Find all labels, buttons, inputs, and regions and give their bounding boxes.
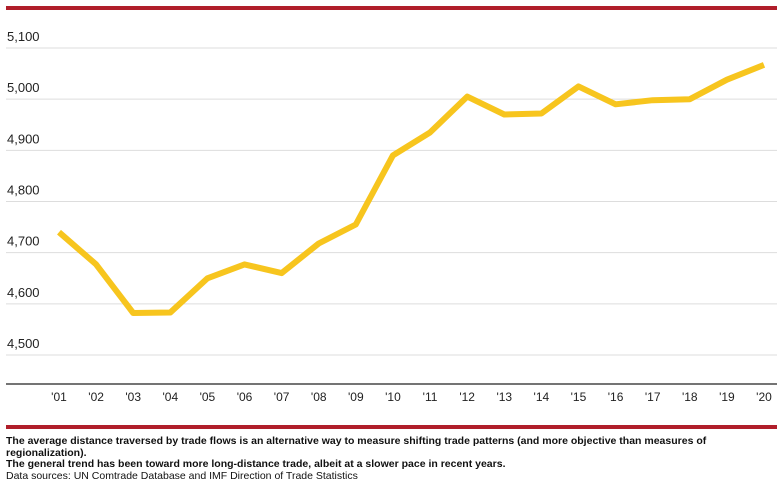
x-tick-label: '06 bbox=[237, 390, 253, 404]
x-tick-label: '20 bbox=[756, 390, 772, 404]
footer-note-line2: The general trend has been toward more l… bbox=[6, 459, 776, 471]
x-tick-label: '05 bbox=[200, 390, 216, 404]
y-tick-label: 4,900 bbox=[7, 131, 40, 146]
data-source: Data sources: UN Comtrade Database and I… bbox=[6, 471, 776, 482]
bottom-rule bbox=[6, 425, 777, 429]
x-tick-label: '17 bbox=[645, 390, 661, 404]
x-tick-label: '14 bbox=[534, 390, 550, 404]
y-tick-label: 4,700 bbox=[7, 234, 40, 249]
x-axis-ticks: '01 '02 '03 '04 '05 '06 '07 '08 '09 '10 '11 '12 '13 '… bbox=[51, 390, 772, 404]
x-tick-label: '02 bbox=[88, 390, 104, 404]
gridlines bbox=[6, 48, 777, 355]
y-axis-ticks: 4,500 4,600 4,700 4,800 4,900 5,000 5,100 bbox=[7, 29, 40, 351]
y-tick-label: 4,800 bbox=[7, 183, 40, 198]
y-tick-label: 5,000 bbox=[7, 80, 40, 95]
x-tick-label: '16 bbox=[608, 390, 624, 404]
x-tick-label: '01 bbox=[51, 390, 67, 404]
x-tick-label: '12 bbox=[459, 390, 475, 404]
y-tick-label: 5,100 bbox=[7, 29, 40, 44]
x-tick-label: '19 bbox=[719, 390, 735, 404]
chart-footer: The average distance traversed by trade … bbox=[6, 436, 776, 482]
x-tick-label: '04 bbox=[162, 390, 178, 404]
x-tick-label: '03 bbox=[125, 390, 141, 404]
x-tick-label: '07 bbox=[274, 390, 290, 404]
x-tick-label: '15 bbox=[571, 390, 587, 404]
x-tick-label: '10 bbox=[385, 390, 401, 404]
series-line bbox=[59, 65, 764, 313]
x-tick-label: '13 bbox=[496, 390, 512, 404]
x-tick-label: '08 bbox=[311, 390, 327, 404]
x-tick-label: '11 bbox=[423, 390, 438, 404]
x-tick-label: '18 bbox=[682, 390, 698, 404]
y-tick-label: 4,600 bbox=[7, 285, 40, 300]
y-tick-label: 4,500 bbox=[7, 336, 40, 351]
footer-note-line1: The average distance traversed by trade … bbox=[6, 436, 776, 459]
x-tick-label: '09 bbox=[348, 390, 364, 404]
